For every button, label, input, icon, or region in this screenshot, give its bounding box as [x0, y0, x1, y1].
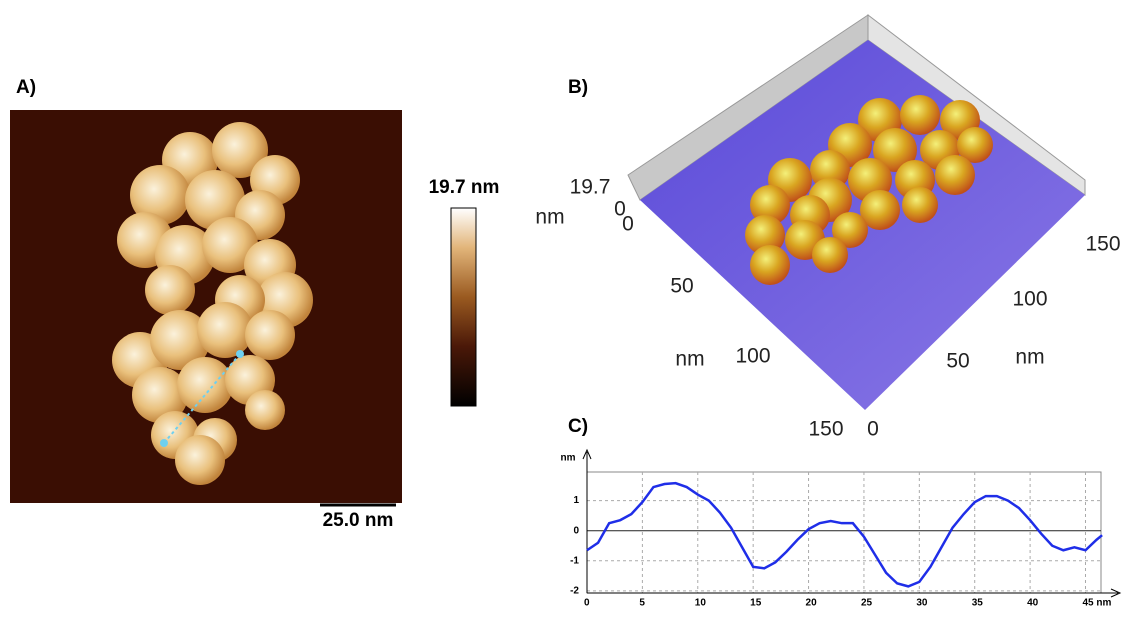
panel-label: A) [16, 77, 36, 98]
left-unit: nm [675, 348, 704, 371]
x-tick-label: 0 [584, 598, 590, 609]
particle [177, 357, 233, 413]
particle [175, 435, 225, 485]
x-tick-label: 5 [639, 598, 645, 609]
x-tick-label: 45 nm [1082, 598, 1111, 609]
particle [900, 95, 940, 135]
y-tick-label: 1 [573, 495, 579, 506]
x-tick-label: 10 [695, 598, 707, 609]
page: {"panels": { "a": {"label": "A)", "color… [0, 0, 1124, 615]
left-tick: 50 [670, 275, 693, 298]
particle [812, 237, 848, 273]
left-tick: 100 [735, 345, 770, 368]
colorbar-label: 19.7 nm [429, 177, 500, 198]
profile-end [160, 439, 168, 447]
y-tick-label: -2 [570, 586, 579, 597]
right-tick: 150 [1085, 233, 1120, 256]
profile-end [236, 350, 244, 358]
x-tick-label: 15 [750, 598, 762, 609]
colorbar [451, 208, 476, 406]
z-unit: nm [535, 206, 564, 229]
left-zero: 0 [622, 213, 634, 236]
z-max: 19.7 [570, 176, 611, 199]
particle [197, 302, 253, 358]
particle [902, 187, 938, 223]
y-tick-label: 0 [573, 525, 579, 536]
plot-area [587, 472, 1101, 593]
particle [245, 310, 295, 360]
x-tick-label: 30 [916, 598, 928, 609]
particle [245, 390, 285, 430]
particle [145, 265, 195, 315]
left-tick: 150 [808, 418, 843, 441]
x-tick-label: 40 [1027, 598, 1039, 609]
x-tick-label: 25 [861, 598, 873, 609]
y-tick-label: -1 [570, 555, 579, 566]
right-unit: nm [1015, 346, 1044, 369]
right-tick: 50 [946, 350, 969, 373]
particle [750, 245, 790, 285]
panel-label: C) [568, 416, 588, 437]
panel-label: B) [568, 77, 588, 98]
x-tick-label: 35 [972, 598, 984, 609]
figure: A) 25.0 nm 19.7 nm B) 19.7 nm 0 0 50 100… [0, 0, 1124, 615]
particle [935, 155, 975, 195]
y-axis-label: nm [561, 453, 576, 464]
right-tick: 100 [1012, 288, 1047, 311]
right-zero: 0 [867, 418, 879, 441]
x-tick-label: 20 [806, 598, 818, 609]
scale-bar-label: 25.0 nm [323, 510, 394, 531]
